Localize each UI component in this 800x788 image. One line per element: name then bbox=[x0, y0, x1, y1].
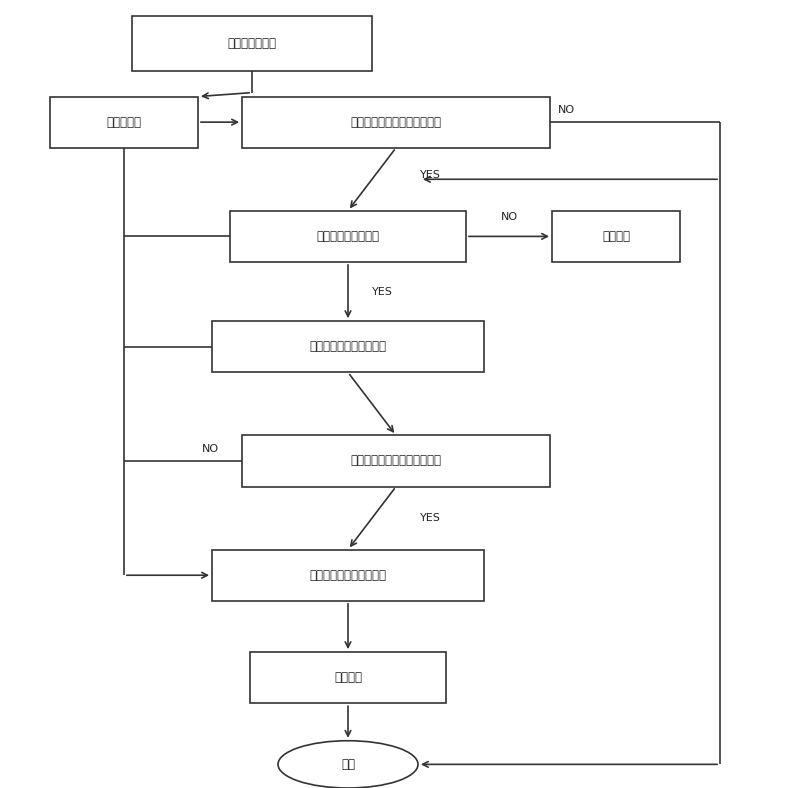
FancyBboxPatch shape bbox=[552, 211, 680, 262]
FancyBboxPatch shape bbox=[250, 652, 446, 703]
Text: NO: NO bbox=[202, 444, 218, 454]
Text: 检测空调是否开启？: 检测空调是否开启？ bbox=[317, 230, 379, 243]
Text: 湿度传感器检测: 湿度传感器检测 bbox=[227, 37, 277, 50]
Text: NO: NO bbox=[558, 106, 575, 115]
Text: NO: NO bbox=[501, 212, 518, 221]
Text: YES: YES bbox=[420, 170, 441, 180]
Text: 终止: 终止 bbox=[341, 758, 355, 771]
Text: 提醒信息: 提醒信息 bbox=[602, 230, 630, 243]
Text: 大于或等于最低湿度等级值？: 大于或等于最低湿度等级值？ bbox=[350, 455, 442, 467]
FancyBboxPatch shape bbox=[242, 436, 550, 487]
Text: YES: YES bbox=[420, 513, 441, 523]
FancyBboxPatch shape bbox=[132, 16, 372, 71]
Text: 关闭阀门: 关闭阀门 bbox=[334, 671, 362, 684]
Ellipse shape bbox=[278, 741, 418, 788]
Text: 大于或等于最低湿度等级值？: 大于或等于最低湿度等级值？ bbox=[350, 116, 442, 128]
FancyBboxPatch shape bbox=[212, 550, 484, 600]
FancyBboxPatch shape bbox=[230, 211, 466, 262]
Text: 空调控制器: 空调控制器 bbox=[106, 116, 142, 128]
FancyBboxPatch shape bbox=[242, 97, 550, 148]
FancyBboxPatch shape bbox=[212, 322, 484, 372]
FancyBboxPatch shape bbox=[50, 97, 198, 148]
Text: 开启进气管阀及出气管阀: 开启进气管阀及出气管阀 bbox=[310, 569, 386, 582]
Text: YES: YES bbox=[372, 287, 393, 296]
Text: 开启进气管阀及出气管阀: 开启进气管阀及出气管阀 bbox=[310, 340, 386, 353]
